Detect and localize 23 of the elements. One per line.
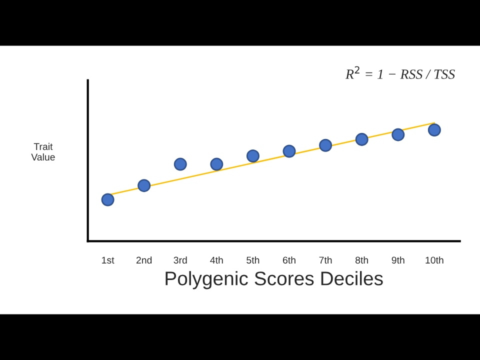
point [282, 144, 296, 158]
point [138, 179, 151, 192]
point [101, 193, 114, 206]
x-tick-label: 9th [392, 256, 404, 264]
x-tick-label: 7th [319, 256, 332, 264]
point [174, 158, 187, 171]
point [392, 128, 405, 142]
x-tick-label: 2nd [136, 256, 152, 264]
text: R$^{2}$ = 1 − RSS / TSS [345, 66, 455, 79]
y-axis-title: Trait Value [31, 142, 55, 161]
point [210, 158, 224, 171]
x-tick-label: 8th [356, 256, 368, 264]
x-tick-label: 1st [102, 256, 114, 264]
x-axis-title: Polygenic Scores Deciles [166, 271, 383, 290]
x-tick-label: 4th [210, 256, 223, 264]
point [319, 138, 332, 152]
point [355, 132, 368, 146]
x-tick-label: 5th [246, 256, 260, 264]
x-tick-label: 6th [283, 256, 296, 264]
point [246, 150, 260, 163]
x-tick-label: 3rd [174, 256, 187, 264]
x-tick-label: 10th [426, 256, 444, 264]
point [428, 123, 441, 136]
